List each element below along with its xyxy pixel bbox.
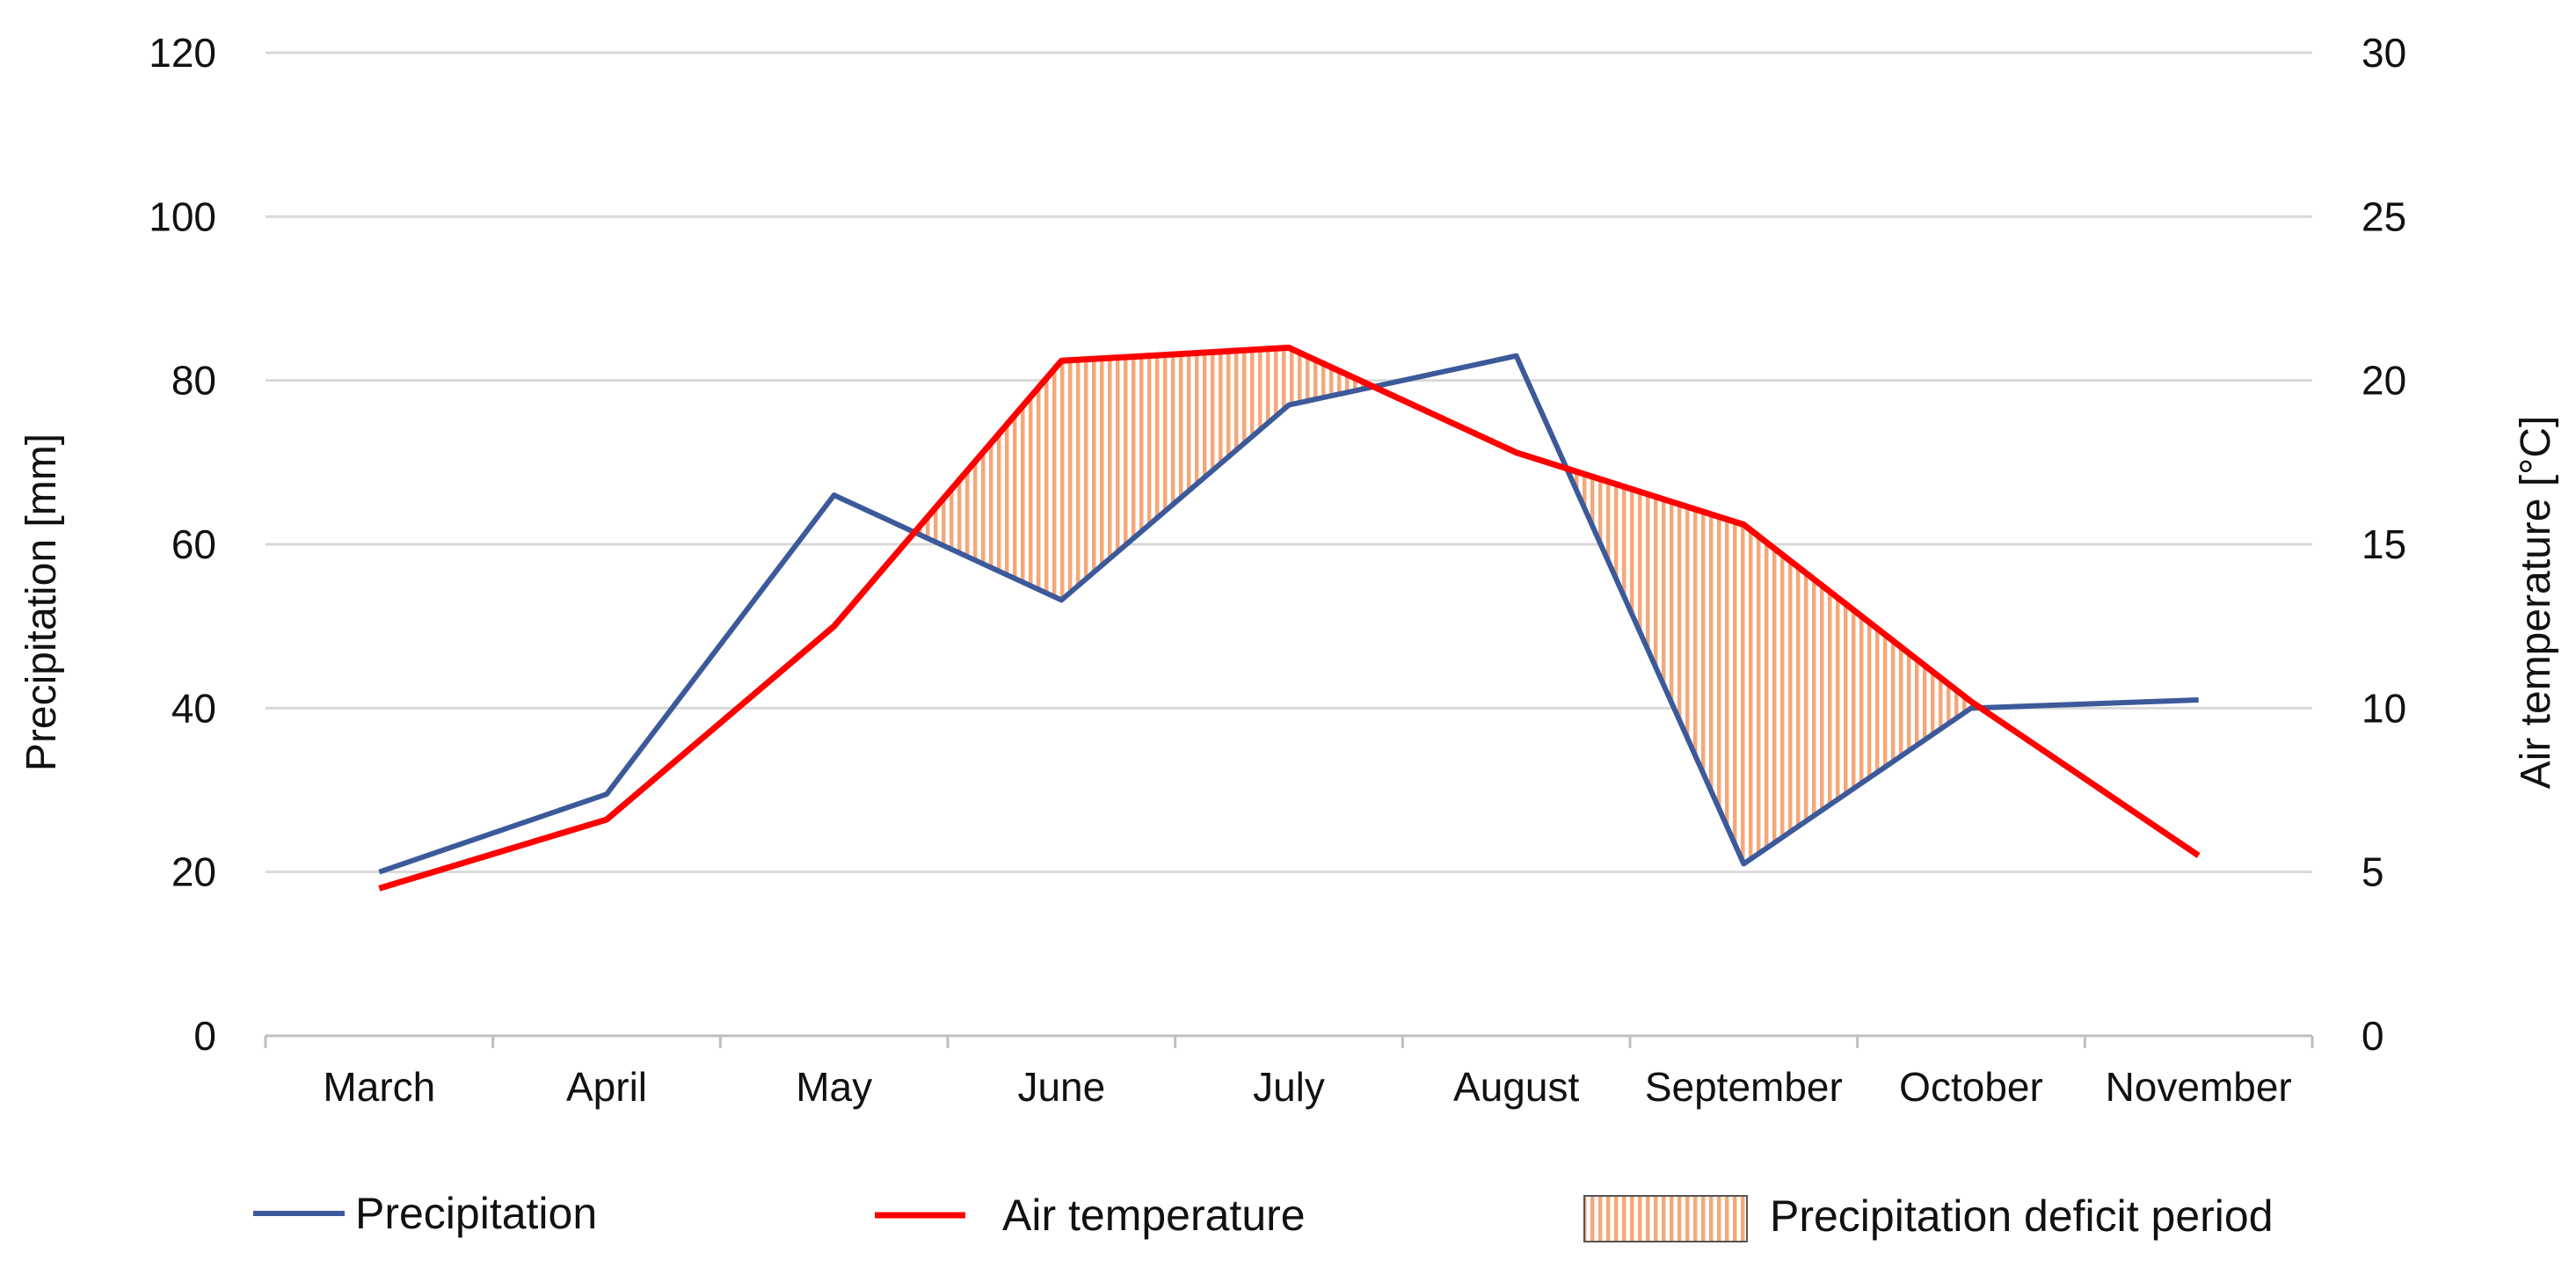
y-tick-label-right: 30 [2361,30,2406,76]
y-axis-title-right: Air temperature [°C] [2513,416,2559,790]
y-axis-title-left: Precipitation [mm] [18,434,65,771]
y-tick-label-right: 20 [2361,358,2406,404]
x-tick-label: November [2106,1064,2292,1110]
y-tick-label-left: 80 [171,358,216,404]
y-tick-label-right: 5 [2361,849,2384,895]
y-tick-label-right: 25 [2361,193,2406,239]
y-tick-label-right: 0 [2361,1013,2384,1059]
y-tick-label-right: 15 [2361,521,2406,567]
y-tick-label-left: 0 [193,1013,216,1059]
deficit-area [1567,468,1981,864]
x-tick-label: March [323,1064,435,1110]
tick-labels: 0 20 40 60 80 100 120 0 5 10 15 20 25 30 March April May… [149,30,2406,1110]
series-line-precipitation [378,353,2199,875]
y-tick-label-left: 60 [171,521,216,567]
x-tick-label: July [1253,1064,1325,1110]
x-tick-label: May [796,1064,872,1110]
x-tick-label: June [1017,1064,1105,1110]
x-tick-label: April [566,1064,647,1110]
legend-label-deficit-period: Precipitation deficit period [1770,1191,2274,1241]
axes [264,1034,2314,1048]
x-tick-label: August [1453,1064,1579,1110]
gridlines [266,51,2312,874]
series-lines [378,344,2201,892]
y-tick-label-left: 120 [149,30,216,76]
deficit-area [914,347,1374,601]
legend-swatch-deficit-period [1583,1195,1748,1242]
y-tick-label-left: 20 [171,849,216,895]
x-tick-label: October [1899,1064,2043,1110]
x-tick-label: September [1645,1064,1843,1110]
y-tick-label-left: 100 [149,193,216,239]
y-tick-label-right: 10 [2361,685,2406,731]
deficit-areas [914,347,1981,864]
y-tick-label-left: 40 [171,685,216,731]
series-line-air-temperature [378,344,2201,892]
legend: Precipitation Air temperature Precipitat… [253,1189,2274,1242]
legend-label-precipitation: Precipitation [355,1189,597,1238]
legend-label-air-temperature: Air temperature [1002,1191,1306,1240]
